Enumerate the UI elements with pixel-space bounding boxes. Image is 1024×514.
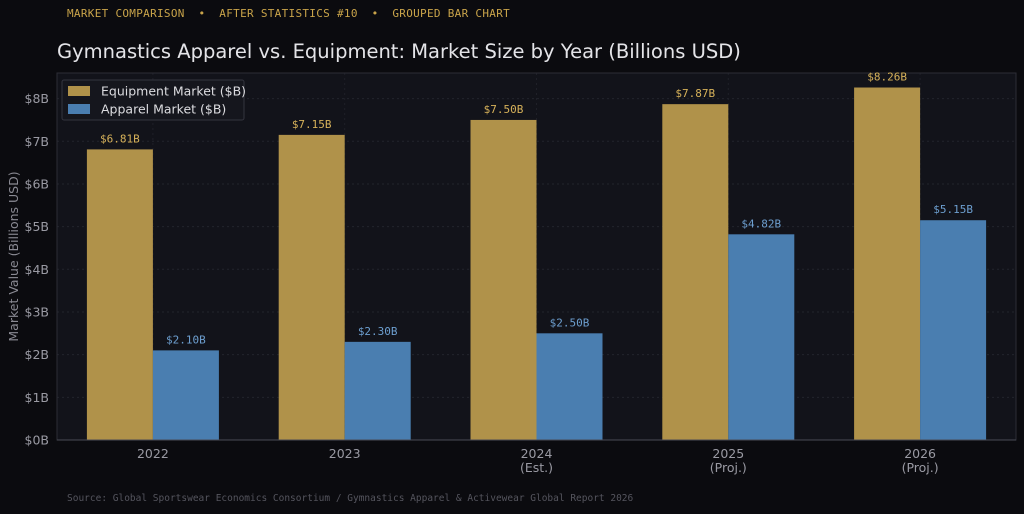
x-tick-label: 2023 xyxy=(329,446,361,461)
bar-equipment-4 xyxy=(854,87,921,440)
data-label-equipment-2: $7.50B xyxy=(484,103,524,116)
y-tick-label: $7B xyxy=(25,134,49,149)
data-label-equipment-0: $6.81B xyxy=(100,132,140,145)
x-tick-label: 2022 xyxy=(137,446,169,461)
bar-equipment-0 xyxy=(86,149,153,440)
chart-kicker: MARKET COMPARISON • AFTER STATISTICS #10… xyxy=(67,7,511,20)
data-label-equipment-3: $7.87B xyxy=(675,87,715,100)
x-tick-label: 2024 xyxy=(521,446,553,461)
data-label-apparel-1: $2.30B xyxy=(358,325,398,338)
bar-equipment-1 xyxy=(278,134,345,440)
bar-apparel-1 xyxy=(344,341,411,440)
data-label-apparel-3: $4.82B xyxy=(741,217,781,230)
bar-apparel-2 xyxy=(536,333,603,440)
legend-label-apparel: Apparel Market ($B) xyxy=(101,102,226,117)
y-tick-label: $6B xyxy=(25,176,49,191)
x-tick-label: (Proj.) xyxy=(710,460,747,475)
bar-equipment-2 xyxy=(470,119,537,440)
bar-apparel-3 xyxy=(728,234,795,440)
legend-swatch-equipment xyxy=(68,86,90,96)
y-tick-label: $2B xyxy=(25,347,49,362)
data-label-apparel-4: $5.15B xyxy=(933,203,973,216)
y-tick-label: $8B xyxy=(25,91,49,106)
x-tick-label: (Est.) xyxy=(520,460,553,475)
bar-equipment-3 xyxy=(662,104,729,440)
data-label-equipment-1: $7.15B xyxy=(292,118,332,131)
legend-swatch-apparel xyxy=(68,104,90,114)
x-tick-label: 2025 xyxy=(712,446,744,461)
x-tick-label: (Proj.) xyxy=(902,460,939,475)
x-tick-label: 2026 xyxy=(904,446,936,461)
data-label-equipment-4: $8.26B xyxy=(867,71,907,84)
source-note: Source: Global Sportswear Economics Cons… xyxy=(67,493,634,504)
data-label-apparel-0: $2.10B xyxy=(166,333,206,346)
legend-box xyxy=(61,79,245,121)
y-tick-label: $0B xyxy=(25,433,49,448)
y-tick-label: $5B xyxy=(25,219,49,234)
legend-label-equipment: Equipment Market ($B) xyxy=(101,84,246,99)
chart-title: Gymnastics Apparel vs. Equipment: Market… xyxy=(57,40,741,63)
data-label-apparel-2: $2.50B xyxy=(550,316,590,329)
y-tick-label: $1B xyxy=(25,390,49,405)
y-tick-label: $4B xyxy=(25,262,49,277)
bar-apparel-4 xyxy=(920,220,987,440)
bar-apparel-0 xyxy=(152,350,219,440)
y-tick-label: $3B xyxy=(25,304,49,319)
y-axis-title: Market Value (Billions USD) xyxy=(6,171,21,341)
